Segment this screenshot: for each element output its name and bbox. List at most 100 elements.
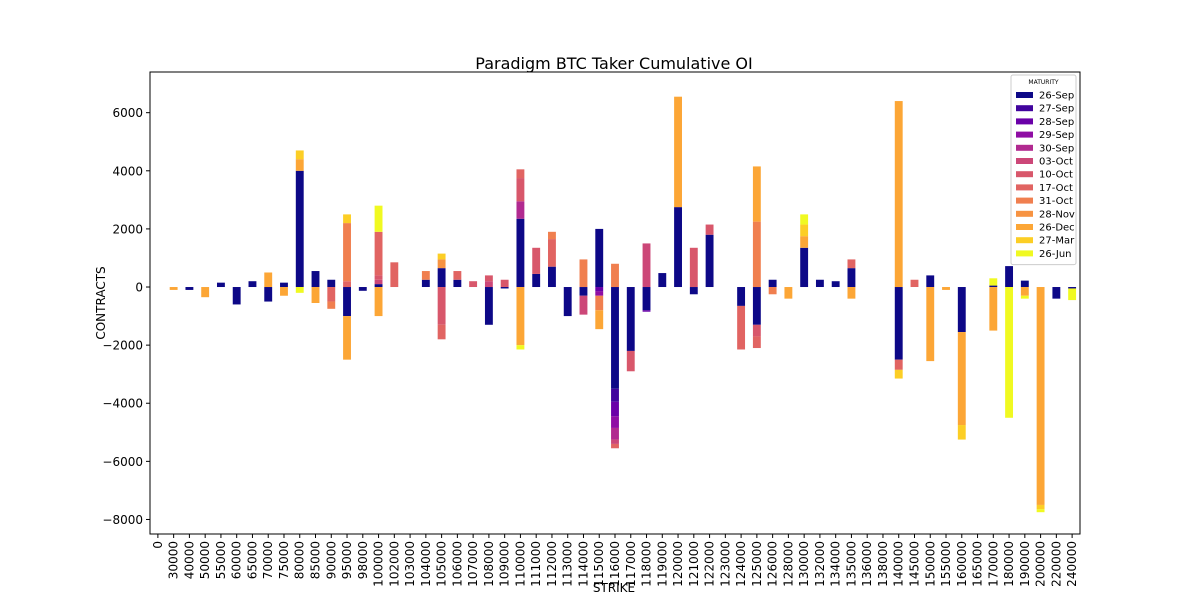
bar-145000-17-Oct	[910, 279, 919, 288]
x-tick-label: 100000	[372, 541, 386, 587]
bar-116000-31-Oct	[611, 263, 619, 288]
x-tick-label: 116000	[608, 541, 622, 587]
bar-110000-26-Jun	[516, 345, 525, 350]
bar-40000-26-Sep	[185, 287, 194, 290]
x-tick-label: 60000	[230, 541, 244, 579]
bar-121000-10-Oct	[689, 247, 698, 288]
bar-110000-26-Sep	[516, 218, 525, 288]
bar-110000-26-Dec	[516, 287, 525, 346]
bar-114000-31-Oct	[579, 259, 588, 288]
bar-240000-26-Sep	[1068, 287, 1077, 289]
bar-130000-26-Sep	[800, 247, 809, 288]
bar-110000-10-Oct	[516, 178, 525, 202]
x-tick-label: 0	[151, 541, 165, 549]
bar-113000-26-Sep	[563, 287, 572, 317]
bar-110000-30-Sep	[516, 201, 525, 219]
bar-116000-30-Sep	[611, 427, 619, 440]
bar-55000-26-Sep	[216, 282, 225, 288]
legend-swatch	[1016, 105, 1033, 112]
bar-190000-26-Jun	[1020, 295, 1029, 299]
bar-160000-26-Dec	[957, 332, 966, 426]
x-tick-label: 115000	[592, 541, 606, 587]
y-axis-label: CONTRACTS	[94, 266, 108, 339]
x-tick-label: 130000	[797, 541, 811, 587]
bar-130000-26-Dec	[800, 236, 809, 248]
bar-150000-26-Sep	[926, 275, 935, 288]
legend-swatch	[1016, 171, 1033, 178]
legend-swatch	[1016, 144, 1033, 151]
x-tick-label: 55000	[214, 541, 228, 579]
legend-label: 31-Oct	[1039, 196, 1073, 207]
bar-170000-26-Jun	[989, 278, 998, 286]
x-tick-label: 119000	[655, 541, 669, 587]
y-axis: −8000 −6000 −4000 −2000 0 2000 4000 6000	[102, 106, 150, 527]
bar-105000-10-Oct	[437, 287, 446, 325]
legend-swatch	[1016, 92, 1033, 98]
bar-121000-26-Sep	[689, 287, 698, 295]
x-tick-label: 65000	[245, 541, 259, 579]
bar-100000-03-Oct	[374, 279, 383, 285]
legend: MATURITY 26-Sep 27-Sep 28-Sep 29-Sep 30-Sep 03…	[1010, 74, 1077, 266]
x-tick-label: 120000	[671, 541, 685, 587]
legend-label: 17-Oct	[1039, 183, 1073, 194]
bar-114000-03-Oct	[579, 295, 588, 315]
legend-swatch	[1016, 131, 1033, 138]
bar-155000-26-Dec	[942, 287, 950, 290]
x-tick-label: 134000	[829, 541, 843, 587]
bar-118000-28-Sep	[642, 310, 651, 312]
bar-200000-27-Mar	[1036, 504, 1045, 510]
bar-116000-17-Oct	[611, 443, 619, 449]
legend-label: 27-Sep	[1039, 104, 1074, 115]
bar-95000-26-Dec	[343, 316, 351, 360]
x-tick-label: 30000	[167, 541, 181, 579]
x-tick-label: 140000	[892, 541, 906, 587]
bar-50000-26-Dec	[201, 287, 210, 298]
x-tick-label: 103000	[403, 541, 417, 587]
bar-105000-28-Nov	[437, 259, 446, 269]
bar-124000-17-Oct	[737, 305, 746, 350]
bar-104000-31-Oct	[421, 271, 430, 280]
bar-124000-26-Sep	[737, 287, 746, 306]
x-tick-label: 95000	[340, 541, 354, 579]
bar-100000-26-Jun	[374, 205, 383, 232]
bar-85000-26-Dec	[311, 287, 320, 303]
chart-title: Paradigm BTC Taker Cumulative OI	[475, 54, 752, 73]
bar-115000-26-Dec	[595, 310, 604, 330]
x-tick-label: 128000	[781, 541, 795, 587]
x-tick-label: 123000	[718, 541, 732, 587]
bar-80000-26-Sep	[295, 170, 304, 288]
x-tick-label: 145000	[907, 541, 921, 587]
bar-107000-10-Oct	[469, 281, 478, 288]
x-tick-label: 160000	[955, 541, 969, 587]
legend-label: 28-Nov	[1039, 209, 1075, 220]
x-axis: 0 30000 40000 50000 55000 60000 65000 70000 7500…	[151, 534, 1079, 587]
bar-95000-26-Sep	[343, 287, 351, 317]
bar-90000-26-Sep	[327, 279, 336, 288]
x-tick-label: 155000	[939, 541, 953, 587]
bar-160000-26-Sep	[957, 287, 966, 333]
legend-swatch	[1016, 224, 1033, 230]
bar-70000-26-Sep	[264, 287, 273, 302]
bars-layer	[169, 96, 1077, 513]
bar-140000-27-Mar	[894, 369, 903, 379]
bar-125000-17-Oct	[752, 336, 761, 349]
bar-100000-26-Dec	[374, 287, 383, 317]
x-tick-label: 105000	[435, 541, 449, 587]
bar-100000-26-Sep	[374, 284, 383, 288]
bar-70000-26-Dec	[264, 272, 273, 288]
bar-108000-10-Oct	[484, 275, 493, 282]
bar-116000-27-Sep	[611, 388, 619, 402]
bar-75000-26-Dec	[280, 287, 288, 296]
bar-75000-26-Sep	[280, 282, 288, 288]
bar-125000-26-Sep	[752, 287, 761, 325]
bar-118000-26-Sep	[642, 287, 651, 311]
x-tick-label: 132000	[813, 541, 827, 587]
bar-30000-26-Dec	[169, 287, 178, 290]
x-axis-label: STRIKE	[593, 581, 635, 595]
bar-135000-26-Dec	[847, 287, 856, 299]
bar-125000-31-Oct	[752, 221, 761, 288]
bar-65000-26-Sep	[248, 281, 257, 288]
legend-label: 03-Oct	[1039, 157, 1073, 168]
y-tick-label: 4000	[112, 164, 143, 178]
